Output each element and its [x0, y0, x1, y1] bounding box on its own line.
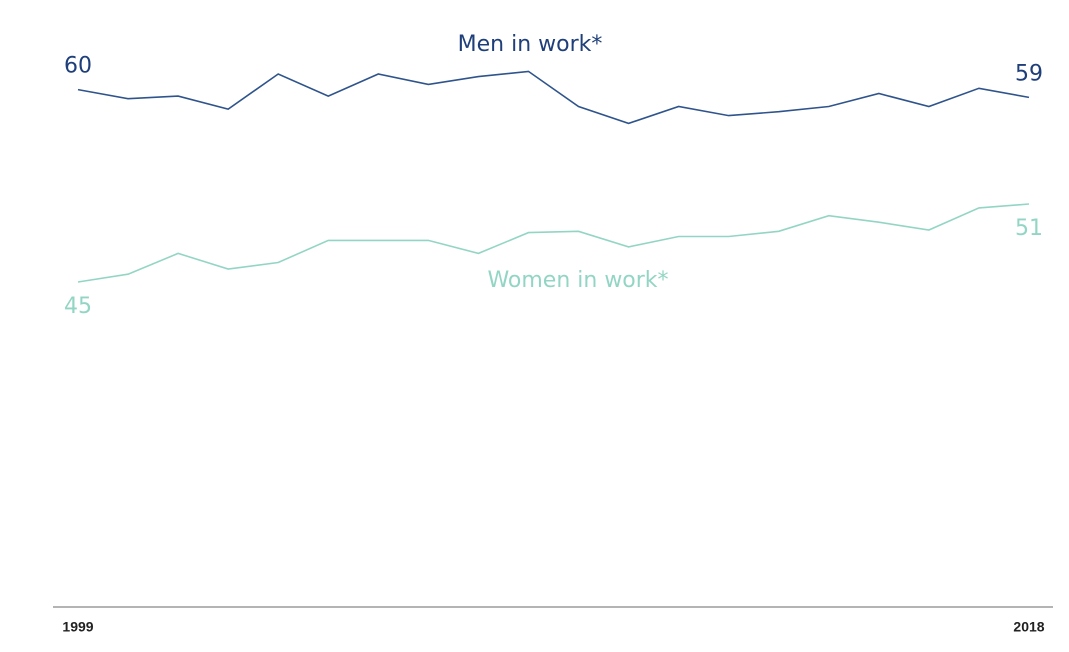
- x-tick-label: 1999: [62, 619, 93, 635]
- series-label: Men in work*: [458, 32, 603, 57]
- data-label: 60: [64, 54, 92, 79]
- x-tick-label: 2018: [1013, 619, 1044, 635]
- series-line: [77, 70, 1030, 125]
- data-label: 59: [1015, 61, 1043, 86]
- series-line: [77, 203, 1030, 283]
- data-label: 45: [64, 294, 92, 319]
- series-label: Women in work*: [487, 268, 668, 293]
- data-label: 51: [1015, 216, 1043, 241]
